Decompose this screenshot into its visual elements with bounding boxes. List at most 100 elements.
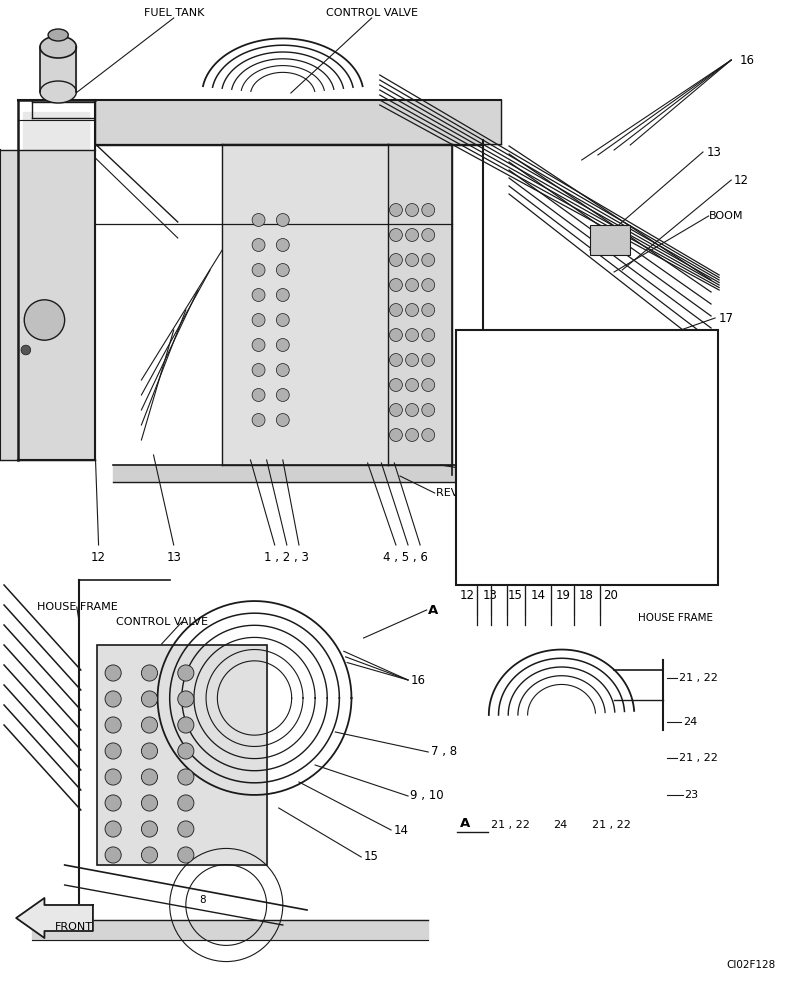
Text: A: A (460, 817, 470, 830)
Text: 24: 24 (683, 717, 697, 727)
Circle shape (422, 404, 435, 416)
Circle shape (178, 717, 194, 733)
Circle shape (141, 743, 158, 759)
Circle shape (105, 769, 121, 785)
Circle shape (141, 769, 158, 785)
Text: 13: 13 (483, 589, 498, 602)
Circle shape (422, 429, 435, 441)
Circle shape (178, 847, 194, 863)
Circle shape (178, 821, 194, 837)
Text: 12: 12 (734, 174, 749, 186)
Text: CI02F128: CI02F128 (726, 960, 776, 970)
Circle shape (406, 204, 419, 216)
Bar (590, 225, 630, 255)
Circle shape (276, 414, 289, 426)
Bar (456, 330, 718, 585)
Text: 13: 13 (707, 145, 722, 158)
Polygon shape (113, 465, 501, 482)
Circle shape (276, 264, 289, 276)
Text: CONTROL VALVE: CONTROL VALVE (116, 617, 208, 627)
Text: 14: 14 (393, 824, 409, 836)
Circle shape (105, 691, 121, 707)
Circle shape (21, 345, 31, 355)
Text: 20: 20 (604, 589, 618, 602)
Bar (97, 645, 267, 865)
Text: 15: 15 (508, 589, 523, 602)
Circle shape (178, 795, 194, 811)
Polygon shape (95, 100, 501, 145)
Circle shape (406, 329, 419, 341)
Circle shape (178, 691, 194, 707)
Circle shape (406, 254, 419, 266)
Circle shape (422, 279, 435, 291)
Circle shape (252, 339, 265, 351)
Circle shape (406, 379, 419, 391)
Circle shape (406, 354, 419, 366)
Text: 21 , 22: 21 , 22 (592, 820, 631, 830)
Circle shape (141, 795, 158, 811)
Text: 7 , 8: 7 , 8 (431, 746, 457, 758)
Circle shape (252, 364, 265, 376)
Circle shape (252, 314, 265, 326)
Circle shape (389, 279, 402, 291)
Circle shape (389, 204, 402, 216)
Text: 15: 15 (364, 850, 378, 863)
Text: 17: 17 (719, 312, 734, 324)
Text: REVOLVING FRAME: REVOLVING FRAME (436, 488, 541, 498)
Circle shape (389, 304, 402, 316)
Polygon shape (32, 920, 428, 940)
Polygon shape (222, 144, 388, 465)
Circle shape (422, 354, 435, 366)
Circle shape (389, 354, 402, 366)
Circle shape (406, 229, 419, 241)
Text: 15: 15 (542, 470, 557, 483)
Text: 14: 14 (511, 470, 527, 483)
Circle shape (406, 279, 419, 291)
Circle shape (422, 229, 435, 241)
Circle shape (141, 821, 158, 837)
Text: FRONT: FRONT (632, 488, 670, 498)
Text: 1 , 2 , 3: 1 , 2 , 3 (264, 551, 309, 564)
Circle shape (276, 314, 289, 326)
Text: BOOM: BOOM (709, 211, 743, 221)
Circle shape (141, 717, 158, 733)
Circle shape (276, 214, 289, 226)
Circle shape (141, 691, 158, 707)
Circle shape (252, 239, 265, 251)
Circle shape (178, 743, 194, 759)
Text: 21 , 22: 21 , 22 (679, 673, 718, 683)
Text: 24: 24 (553, 820, 568, 830)
Text: 8: 8 (200, 895, 206, 905)
Circle shape (389, 329, 402, 341)
Circle shape (105, 743, 121, 759)
Text: 16: 16 (410, 674, 426, 686)
Text: 13: 13 (166, 551, 181, 564)
Circle shape (406, 429, 419, 441)
Circle shape (422, 204, 435, 216)
Circle shape (252, 214, 265, 226)
Circle shape (252, 289, 265, 301)
Circle shape (389, 254, 402, 266)
Circle shape (105, 847, 121, 863)
Circle shape (276, 389, 289, 401)
Text: 16: 16 (739, 53, 755, 66)
Text: 12: 12 (91, 551, 106, 564)
Text: HOUSE FRAME: HOUSE FRAME (37, 602, 118, 612)
Polygon shape (23, 112, 89, 442)
Text: 19: 19 (556, 589, 570, 602)
Circle shape (276, 239, 289, 251)
Text: HOUSE FRAME: HOUSE FRAME (638, 613, 713, 623)
Text: FUEL TANK: FUEL TANK (144, 8, 204, 18)
Ellipse shape (48, 29, 68, 41)
Text: 23: 23 (684, 790, 698, 800)
Circle shape (389, 404, 402, 416)
Circle shape (406, 404, 419, 416)
Circle shape (276, 339, 289, 351)
Ellipse shape (40, 81, 76, 103)
Text: 18: 18 (579, 589, 594, 602)
Circle shape (178, 769, 194, 785)
Circle shape (276, 364, 289, 376)
Polygon shape (40, 47, 76, 92)
Circle shape (406, 304, 419, 316)
Circle shape (24, 300, 65, 340)
